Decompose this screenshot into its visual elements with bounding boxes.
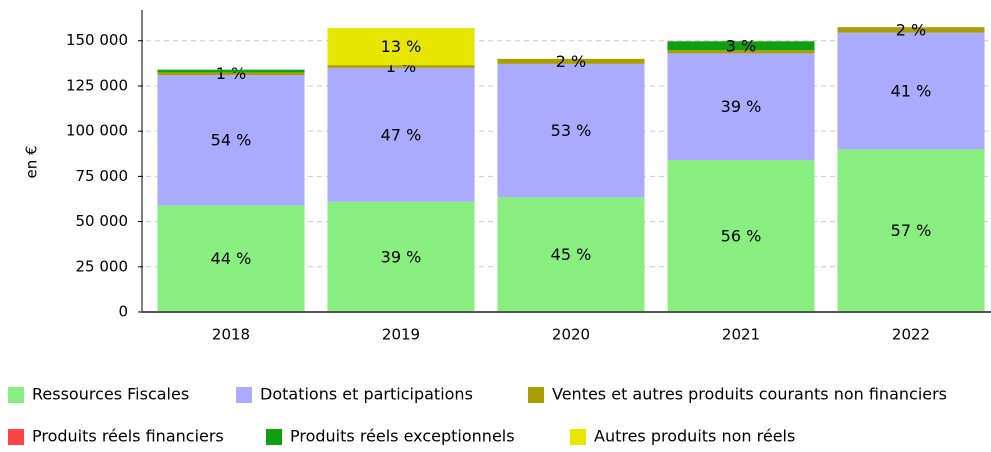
value-label: 3 % bbox=[726, 36, 756, 55]
x-tick-label: 2018 bbox=[212, 326, 250, 344]
y-axis-label: en € bbox=[23, 145, 41, 178]
value-label: 56 % bbox=[721, 227, 762, 246]
legend-swatch bbox=[8, 429, 24, 445]
y-tick-label: 150 000 bbox=[66, 31, 128, 49]
value-label: 2 % bbox=[896, 20, 926, 39]
bar-segment bbox=[327, 67, 475, 202]
bar-segment bbox=[837, 27, 985, 33]
legend-swatch bbox=[236, 387, 252, 403]
legend-swatch bbox=[570, 429, 586, 445]
legend-swatch bbox=[528, 387, 544, 403]
bar-segment bbox=[667, 53, 815, 161]
bar-segment bbox=[497, 58, 645, 64]
bar-segment bbox=[667, 50, 815, 54]
x-tick-label: 2021 bbox=[722, 326, 760, 344]
bar-segment bbox=[837, 149, 985, 312]
legend-label: Produits réels financiers bbox=[32, 427, 224, 446]
y-tick-label: 75 000 bbox=[76, 167, 129, 185]
bar-segment bbox=[157, 72, 305, 76]
value-label: 39 % bbox=[721, 97, 762, 116]
value-label: 47 % bbox=[381, 125, 422, 144]
value-label: 53 % bbox=[551, 121, 592, 140]
y-tick-label: 100 000 bbox=[66, 122, 128, 140]
value-label: 45 % bbox=[551, 245, 592, 264]
bar-segment bbox=[157, 75, 305, 206]
bar-segment bbox=[837, 32, 985, 150]
bar-segment bbox=[327, 201, 475, 312]
legend-swatch bbox=[266, 429, 282, 445]
legend-label: Autres produits non réels bbox=[594, 427, 795, 446]
bar-segment bbox=[667, 41, 815, 51]
y-tick-label: 50 000 bbox=[76, 212, 129, 230]
bar-segment bbox=[327, 65, 475, 68]
value-label: 2 % bbox=[556, 52, 586, 71]
value-label: 13 % bbox=[381, 37, 422, 56]
value-label: 57 % bbox=[891, 221, 932, 240]
bar-segment bbox=[327, 28, 475, 66]
legend-label: Produits réels exceptionnels bbox=[290, 427, 515, 446]
bar-segment bbox=[497, 63, 645, 198]
legend-label: Ventes et autres produits courants non f… bbox=[552, 385, 947, 404]
value-label: 1 % bbox=[216, 64, 246, 83]
legend-swatch bbox=[8, 387, 24, 403]
value-label: 44 % bbox=[211, 249, 252, 268]
value-label: 41 % bbox=[891, 81, 932, 100]
y-tick-label: 125 000 bbox=[66, 76, 128, 94]
bar-segment bbox=[497, 197, 645, 312]
bar-segment bbox=[667, 160, 815, 312]
bar-segment bbox=[157, 205, 305, 312]
value-label: 54 % bbox=[211, 131, 252, 150]
x-tick-label: 2019 bbox=[382, 326, 420, 344]
legend-label: Dotations et participations bbox=[260, 385, 473, 404]
y-tick-label: 0 bbox=[118, 303, 128, 321]
y-tick-label: 25 000 bbox=[76, 257, 129, 275]
value-label: 39 % bbox=[381, 247, 422, 266]
bar-segment bbox=[157, 69, 305, 73]
x-tick-label: 2020 bbox=[552, 326, 590, 344]
x-tick-label: 2022 bbox=[892, 326, 930, 344]
legend-label: Ressources Fiscales bbox=[32, 385, 189, 404]
